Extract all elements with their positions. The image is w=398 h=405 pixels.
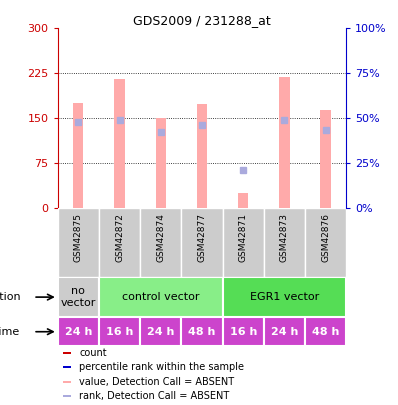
Bar bbox=[222, 207, 264, 277]
Bar bbox=[197, 104, 207, 207]
Text: GSM42876: GSM42876 bbox=[321, 213, 330, 262]
Text: GSM42871: GSM42871 bbox=[239, 213, 248, 262]
Bar bbox=[58, 318, 99, 346]
Bar bbox=[181, 207, 222, 277]
Bar bbox=[222, 277, 346, 318]
Bar bbox=[264, 318, 305, 346]
Text: time: time bbox=[0, 327, 20, 337]
Title: GDS2009 / 231288_at: GDS2009 / 231288_at bbox=[133, 14, 271, 27]
Bar bbox=[99, 318, 140, 346]
Text: 16 h: 16 h bbox=[106, 327, 133, 337]
Bar bbox=[73, 103, 84, 207]
Text: 24 h: 24 h bbox=[64, 327, 92, 337]
Bar bbox=[99, 277, 222, 318]
Text: rank, Detection Call = ABSENT: rank, Detection Call = ABSENT bbox=[79, 391, 230, 401]
Bar bbox=[63, 367, 70, 368]
Bar bbox=[114, 79, 125, 207]
Text: no
vector: no vector bbox=[60, 286, 96, 308]
Bar bbox=[279, 77, 290, 207]
Bar bbox=[99, 207, 140, 277]
Bar bbox=[63, 381, 70, 383]
Bar bbox=[305, 207, 346, 277]
Text: GSM42873: GSM42873 bbox=[280, 213, 289, 262]
Bar bbox=[320, 110, 331, 207]
Bar bbox=[156, 118, 166, 207]
Text: 48 h: 48 h bbox=[312, 327, 339, 337]
Text: percentile rank within the sample: percentile rank within the sample bbox=[79, 362, 244, 372]
Bar bbox=[140, 207, 181, 277]
Bar bbox=[181, 318, 222, 346]
Text: 24 h: 24 h bbox=[147, 327, 174, 337]
Text: GSM42872: GSM42872 bbox=[115, 213, 124, 262]
Text: 24 h: 24 h bbox=[271, 327, 298, 337]
Bar bbox=[63, 352, 70, 354]
Text: GSM42874: GSM42874 bbox=[156, 213, 165, 262]
Text: GSM42875: GSM42875 bbox=[74, 213, 83, 262]
Bar bbox=[305, 318, 346, 346]
Bar bbox=[58, 207, 99, 277]
Bar bbox=[58, 277, 99, 318]
Text: count: count bbox=[79, 348, 107, 358]
Text: 48 h: 48 h bbox=[188, 327, 216, 337]
Text: 16 h: 16 h bbox=[230, 327, 257, 337]
Text: control vector: control vector bbox=[122, 292, 199, 302]
Text: value, Detection Call = ABSENT: value, Detection Call = ABSENT bbox=[79, 377, 234, 387]
Text: infection: infection bbox=[0, 292, 20, 302]
Bar bbox=[264, 207, 305, 277]
Bar bbox=[238, 193, 248, 207]
Bar bbox=[63, 395, 70, 397]
Bar bbox=[222, 318, 264, 346]
Bar bbox=[140, 318, 181, 346]
Text: EGR1 vector: EGR1 vector bbox=[250, 292, 319, 302]
Text: GSM42877: GSM42877 bbox=[197, 213, 207, 262]
